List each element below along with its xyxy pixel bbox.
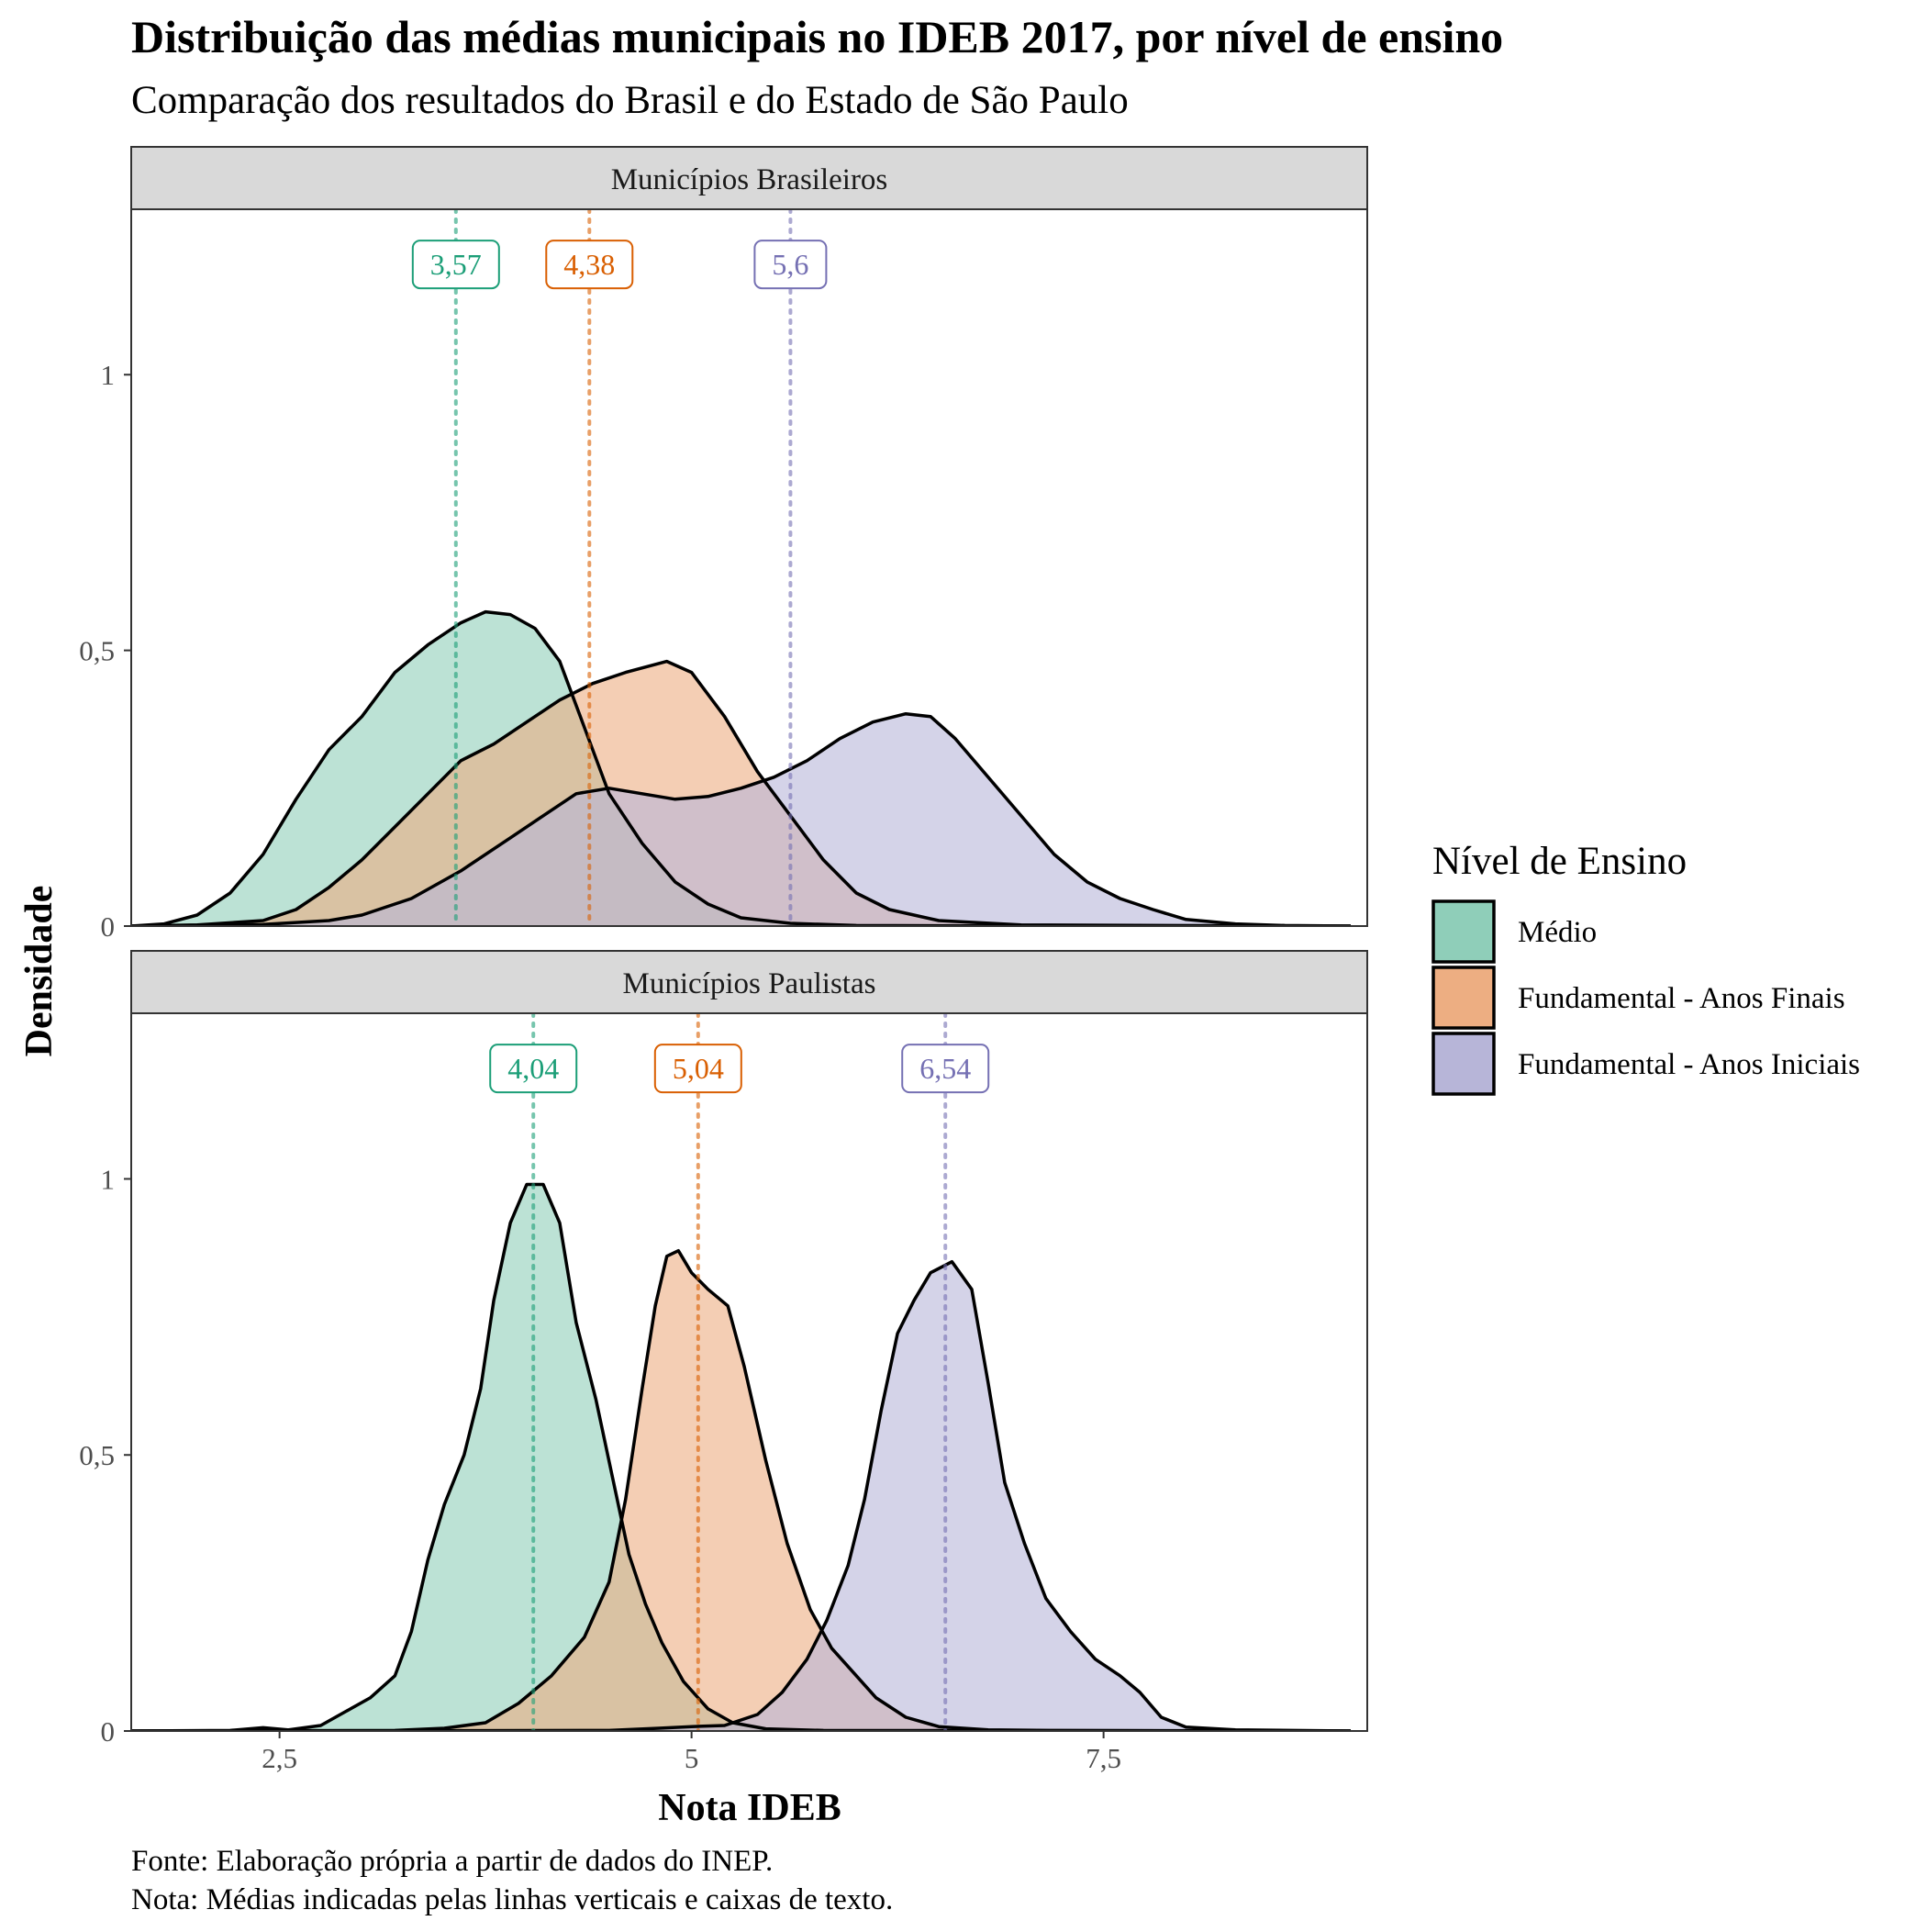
y-tick-label: 1 [101, 1163, 116, 1195]
plot-area: 3,57 4,38 5,6 [131, 209, 1352, 926]
panel-1: Municípios Brasileiros 3,57 4,38 5,6 0 0,5 1 [79, 146, 1368, 943]
mean-label-finais: 4,38 [563, 248, 615, 281]
panel-2: Municípios Paulistas 4,04 5,04 6,54 0 0,5 1 2,5… [79, 950, 1368, 1774]
chart-title: Distribuição das médias municipais no ID… [131, 11, 1503, 62]
caption-line-2: Nota: Médias indicadas pelas linhas vert… [131, 1883, 893, 1916]
panel-border [130, 1012, 1368, 1732]
legend-key-medio [1431, 899, 1496, 964]
mean-label-box-medio [411, 240, 500, 290]
y-tick-label: 1 [101, 359, 116, 391]
x-tick-label: 7,5 [1086, 1742, 1121, 1774]
plot-area: 4,04 5,04 6,54 [131, 1013, 1352, 1731]
mean-label-box-finais [545, 240, 634, 290]
chart-subtitle: Comparação dos resultados do Brasil e do… [131, 79, 1129, 122]
density-line-iniciais [131, 1259, 1352, 1731]
density-area-finais [131, 1250, 1351, 1731]
legend-title: Nível de Ensino [1432, 840, 1687, 883]
x-tick-label: 2,5 [262, 1742, 297, 1774]
density-line-medio [131, 609, 1351, 926]
legend-label-finais: Fundamental - Anos Finais [1518, 982, 1845, 1015]
density-area-iniciais [131, 1261, 1351, 1731]
x-axis-label: Nota IDEB [658, 1787, 841, 1829]
y-tick-label: 0,5 [79, 1439, 115, 1471]
density-line-iniciais [131, 711, 1352, 926]
y-axis-label: Densidade [18, 886, 61, 1057]
legend-key-iniciais [1431, 1032, 1496, 1096]
panel-strip-label: Municípios Paulistas [623, 967, 876, 1000]
legend: Nível de Ensino Médio Fundamental - Anos … [1431, 840, 1860, 1096]
x-tick-label: 5 [685, 1742, 699, 1774]
mean-label-finais: 5,04 [673, 1052, 724, 1085]
mean-label-medio: 3,57 [430, 248, 482, 281]
panel-strip [130, 146, 1368, 210]
caption-line-1: Fonte: Elaboração própria a partir de da… [131, 1845, 773, 1878]
mean-label-iniciais: 6,54 [919, 1052, 971, 1085]
density-line-medio [131, 1182, 1352, 1731]
panel-strip-label: Municípios Brasileiros [611, 163, 888, 196]
legend-items: Médio Fundamental - Anos Finais Fundamenta… [1431, 899, 1860, 1096]
mean-label-box-medio [489, 1044, 578, 1094]
mean-label-box-iniciais [901, 1044, 990, 1094]
density-area-iniciais [131, 713, 1351, 926]
panel-border [130, 208, 1368, 927]
mean-label-box-iniciais [753, 240, 828, 290]
y-tick-label: 0 [101, 910, 116, 943]
mean-label-medio: 4,04 [507, 1052, 559, 1085]
density-area-medio [131, 1184, 1351, 1731]
mean-label-box-finais [653, 1044, 742, 1094]
legend-label-medio: Médio [1518, 916, 1597, 949]
legend-label-iniciais: Fundamental - Anos Iniciais [1518, 1048, 1860, 1081]
legend-key-finais [1431, 966, 1496, 1030]
density-line-finais [131, 659, 1352, 926]
y-tick-label: 0 [101, 1715, 116, 1748]
y-tick-label: 0,5 [79, 635, 115, 667]
mean-label-iniciais: 5,6 [772, 248, 808, 281]
